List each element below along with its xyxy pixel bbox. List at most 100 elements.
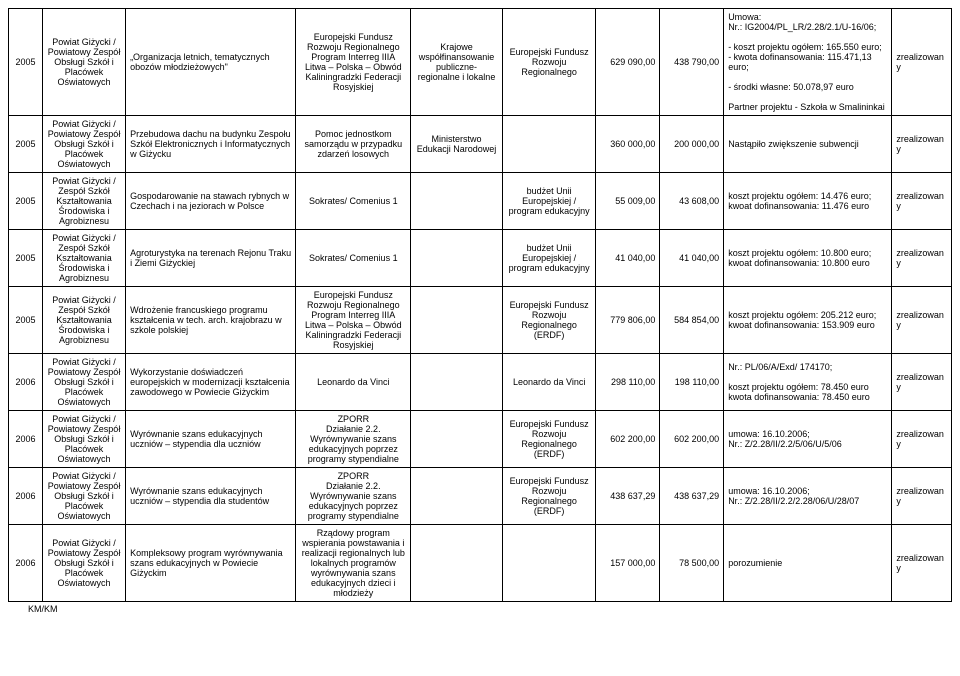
- table-row: 2006Powiat Giżycki / Powiatowy Zespół Ob…: [9, 354, 952, 411]
- financing-cell: [411, 287, 503, 354]
- fund-cell: Leonardo da Vinci: [502, 354, 596, 411]
- status-cell: zrealizowany: [892, 9, 952, 116]
- title-cell: „Organizacja letnich, tematycznych obozó…: [126, 9, 296, 116]
- fund-cell: Europejski Fundusz Rozwoju Regionalnego …: [502, 411, 596, 468]
- year-cell: 2005: [9, 287, 43, 354]
- amount2-cell: 438 637,29: [660, 468, 724, 525]
- amount2-cell: 43 608,00: [660, 173, 724, 230]
- amount1-cell: 438 637,29: [596, 468, 660, 525]
- financing-cell: [411, 468, 503, 525]
- fund-cell: budżet Unii Europejskiej / program eduka…: [502, 173, 596, 230]
- beneficiary-cell: Powiat Giżycki / Powiatowy Zespół Obsług…: [43, 468, 126, 525]
- amount1-cell: 157 000,00: [596, 525, 660, 602]
- footer-note: KM/KM: [8, 602, 952, 614]
- table-row: 2005Powiat Giżycki / Zespół Szkół Kształ…: [9, 230, 952, 287]
- amount1-cell: 602 200,00: [596, 411, 660, 468]
- amount1-cell: 779 806,00: [596, 287, 660, 354]
- beneficiary-cell: Powiat Giżycki / Zespół Szkół Kształtowa…: [43, 173, 126, 230]
- fund-cell: [502, 116, 596, 173]
- year-cell: 2005: [9, 116, 43, 173]
- financing-cell: Ministerstwo Edukacji Narodowej: [411, 116, 503, 173]
- amount2-cell: 78 500,00: [660, 525, 724, 602]
- program-cell: Sokrates/ Comenius 1: [296, 173, 411, 230]
- amount2-cell: 584 854,00: [660, 287, 724, 354]
- amount1-cell: 360 000,00: [596, 116, 660, 173]
- table-row: 2005Powiat Giżycki / Zespół Szkół Kształ…: [9, 287, 952, 354]
- program-cell: ZPORRDziałanie 2.2. Wyrównywanie szans e…: [296, 468, 411, 525]
- program-cell: Rządowy program wspierania powstawania i…: [296, 525, 411, 602]
- notes-cell: umowa: 16.10.2006;Nr.: Z/2.28/II/2.2/5/0…: [724, 411, 892, 468]
- title-cell: Wyrównanie szans edukacyjnych uczniów – …: [126, 411, 296, 468]
- financing-cell: Krajowe współfinansowanie publiczne- reg…: [411, 9, 503, 116]
- beneficiary-cell: Powiat Giżycki / Powiatowy Zespół Obsług…: [43, 354, 126, 411]
- status-cell: zrealizowany: [892, 525, 952, 602]
- financing-cell: [411, 354, 503, 411]
- program-cell: Europejski Fundusz Rozwoju Regionalnego …: [296, 9, 411, 116]
- program-cell: Sokrates/ Comenius 1: [296, 230, 411, 287]
- notes-cell: koszt projektu ogółem: 10.800 euro; kwoa…: [724, 230, 892, 287]
- title-cell: Agroturystyka na terenach Rejonu Traku i…: [126, 230, 296, 287]
- projects-table: 2005Powiat Giżycki / Powiatowy Zespół Ob…: [8, 8, 952, 602]
- beneficiary-cell: Powiat Giżycki / Powiatowy Zespół Obsług…: [43, 116, 126, 173]
- amount2-cell: 198 110,00: [660, 354, 724, 411]
- title-cell: Przebudowa dachu na budynku Zespołu Szkó…: [126, 116, 296, 173]
- status-cell: zrealizowany: [892, 411, 952, 468]
- amount2-cell: 438 790,00: [660, 9, 724, 116]
- year-cell: 2006: [9, 468, 43, 525]
- table-row: 2006Powiat Giżycki / Powiatowy Zespół Ob…: [9, 411, 952, 468]
- beneficiary-cell: Powiat Giżycki / Powiatowy Zespół Obsług…: [43, 9, 126, 116]
- year-cell: 2006: [9, 354, 43, 411]
- amount2-cell: 41 040,00: [660, 230, 724, 287]
- status-cell: zrealizowany: [892, 354, 952, 411]
- status-cell: zrealizowany: [892, 230, 952, 287]
- year-cell: 2005: [9, 230, 43, 287]
- program-cell: Europejski Fundusz Rozwoju Regionalnego …: [296, 287, 411, 354]
- table-row: 2005Powiat Giżycki / Powiatowy Zespół Ob…: [9, 9, 952, 116]
- table-row: 2006Powiat Giżycki / Powiatowy Zespół Ob…: [9, 525, 952, 602]
- fund-cell: budżet Unii Europejskiej / program eduka…: [502, 230, 596, 287]
- notes-cell: umowa: 16.10.2006;Nr.: Z/2.28/II/2.2/2.2…: [724, 468, 892, 525]
- year-cell: 2005: [9, 9, 43, 116]
- title-cell: Wykorzystanie doświadczeń europejskich w…: [126, 354, 296, 411]
- amount2-cell: 200 000,00: [660, 116, 724, 173]
- year-cell: 2006: [9, 525, 43, 602]
- financing-cell: [411, 411, 503, 468]
- notes-cell: koszt projektu ogółem: 205.212 euro; kwo…: [724, 287, 892, 354]
- notes-cell: Nastąpiło zwiększenie subwencji: [724, 116, 892, 173]
- program-cell: Pomoc jednostkom samorządu w przypadku z…: [296, 116, 411, 173]
- title-cell: Gospodarowanie na stawach rybnych w Czec…: [126, 173, 296, 230]
- fund-cell: Europejski Fundusz Rozwoju Regionalnego …: [502, 468, 596, 525]
- table-row: 2005Powiat Giżycki / Powiatowy Zespół Ob…: [9, 116, 952, 173]
- year-cell: 2005: [9, 173, 43, 230]
- amount2-cell: 602 200,00: [660, 411, 724, 468]
- amount1-cell: 629 090,00: [596, 9, 660, 116]
- status-cell: zrealizowany: [892, 468, 952, 525]
- financing-cell: [411, 230, 503, 287]
- notes-cell: Umowa:Nr.: IG2004/PL_LR/2.28/2.1/U-16/06…: [724, 9, 892, 116]
- beneficiary-cell: Powiat Giżycki / Zespół Szkół Kształtowa…: [43, 287, 126, 354]
- beneficiary-cell: Powiat Giżycki / Powiatowy Zespół Obsług…: [43, 411, 126, 468]
- financing-cell: [411, 525, 503, 602]
- table-row: 2006Powiat Giżycki / Powiatowy Zespół Ob…: [9, 468, 952, 525]
- fund-cell: Europejski Fundusz Rozwoju Regionalnego …: [502, 287, 596, 354]
- fund-cell: Europejski Fundusz Rozwoju Regionalnego: [502, 9, 596, 116]
- fund-cell: [502, 525, 596, 602]
- financing-cell: [411, 173, 503, 230]
- notes-cell: Nr.: PL/06/A/Exd/ 174170;koszt projektu …: [724, 354, 892, 411]
- notes-cell: porozumienie: [724, 525, 892, 602]
- status-cell: zrealizowany: [892, 116, 952, 173]
- title-cell: Kompleksowy program wyrównywania szans e…: [126, 525, 296, 602]
- year-cell: 2006: [9, 411, 43, 468]
- title-cell: Wyrównanie szans edukacyjnych uczniów – …: [126, 468, 296, 525]
- amount1-cell: 55 009,00: [596, 173, 660, 230]
- title-cell: Wdrożenie francuskiego programu kształce…: [126, 287, 296, 354]
- status-cell: zrealizowany: [892, 173, 952, 230]
- amount1-cell: 41 040,00: [596, 230, 660, 287]
- table-row: 2005Powiat Giżycki / Zespół Szkół Kształ…: [9, 173, 952, 230]
- status-cell: zrealizowany: [892, 287, 952, 354]
- notes-cell: koszt projektu ogółem: 14.476 euro; kwoa…: [724, 173, 892, 230]
- beneficiary-cell: Powiat Giżycki / Zespół Szkół Kształtowa…: [43, 230, 126, 287]
- program-cell: ZPORRDziałanie 2.2. Wyrównywanie szans e…: [296, 411, 411, 468]
- program-cell: Leonardo da Vinci: [296, 354, 411, 411]
- beneficiary-cell: Powiat Giżycki / Powiatowy Zespół Obsług…: [43, 525, 126, 602]
